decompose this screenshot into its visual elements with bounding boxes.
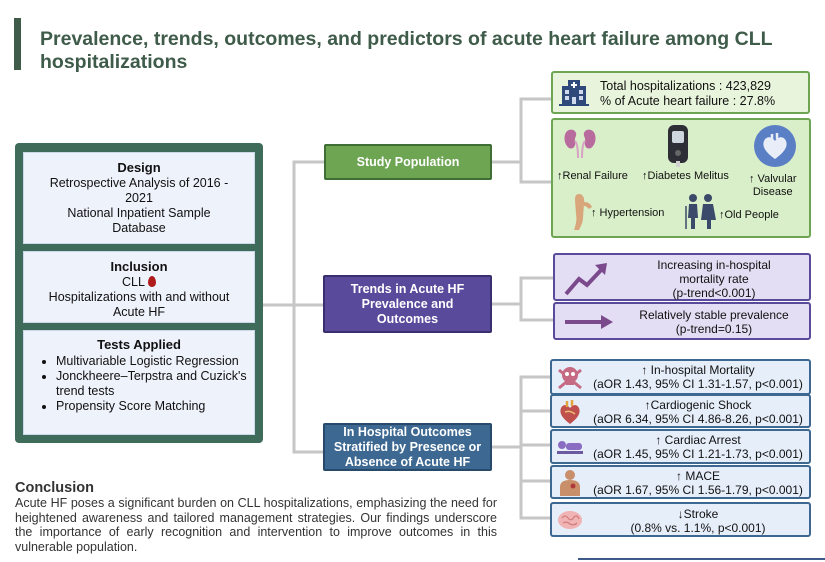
page-title: Prevalence, trends, outcomes, and predic… <box>40 28 773 73</box>
outcome-mace-text: ↑ MACE (aOR 1.67, 95% CI 1.56-1.79, p<0.… <box>586 469 810 497</box>
prevalence-trend-box: Relatively stable prevalence (p-trend=0.… <box>553 302 811 340</box>
inclusion-cll: CLL <box>122 275 145 289</box>
design-line-2: 2021 <box>125 191 153 205</box>
mortality-trend-box: Increasing in-hospital mortality rate (p… <box>553 253 811 301</box>
outcome-label: ↑ Cardiac Arrest <box>655 433 741 447</box>
outcome-stats: (aOR 6.34, 95% CI 4.86-8.26, p<0.001) <box>593 412 803 426</box>
trends-label-1: Trends in Acute HF <box>350 281 465 296</box>
outcome-mace-box: ↑ MACE (aOR 1.67, 95% CI 1.56-1.79, p<0.… <box>550 465 811 499</box>
tests-heading: Tests Applied <box>97 337 181 352</box>
outcomes-label-1: In Hospital Outcomes <box>343 424 472 439</box>
torso-icon <box>560 470 580 496</box>
inclusion-line-3: Acute HF <box>112 305 166 319</box>
stats-text: Total hospitalizations : 423,829 % of Ac… <box>600 79 775 109</box>
connector-to-outcomes <box>263 303 323 454</box>
outcome-arrest-text: ↑ Cardiac Arrest (aOR 1.45, 95% CI 1.21-… <box>586 433 810 461</box>
mortality-trend-line-1: Increasing in-hospital <box>657 258 771 272</box>
connector-outcomes-branch <box>492 375 550 520</box>
outcome-label: ↓Stroke <box>677 507 719 521</box>
test-item: Propensity Score Matching <box>56 399 254 414</box>
trends-label-2: Prevalence and <box>361 296 454 311</box>
study-population-label: Study Population <box>356 154 460 169</box>
right-arrow-icon <box>565 315 613 329</box>
inclusion-heading: Inclusion <box>110 259 168 274</box>
acute-hf-percent: % of Acute heart failure : 27.8% <box>600 94 776 108</box>
comorbidity-hypertension: ↑ Hypertension <box>591 207 665 219</box>
outcome-arrest-box: ↑ Cardiac Arrest (aOR 1.45, 95% CI 1.21-… <box>550 429 811 464</box>
outcome-stroke-box: ↓Stroke (0.8% vs. 1.1%, p<0.001) <box>550 502 811 537</box>
skull-icon <box>558 367 582 390</box>
valvular-line-2: Disease <box>752 186 793 198</box>
design-line-4: Database <box>112 221 166 235</box>
outcomes-label-2: Stratified by Presence or <box>333 439 482 454</box>
comorbidity-old-people: ↑Old People <box>719 209 779 221</box>
comorbidity-diabetes: ↑Diabetes Melitus <box>642 170 729 182</box>
inclusion-box: Inclusion CLL Hospitalizations with and … <box>23 251 255 323</box>
hospital-icon <box>559 80 589 106</box>
inclusion-line-2: Hospitalizations with and without <box>48 290 230 304</box>
outcomes-node: In Hospital Outcomes Stratified by Prese… <box>323 423 492 471</box>
comorbidity-valvular: ↑ Valvular Disease <box>749 173 796 199</box>
comorbidities-box: ↑Renal Failure ↑Diabetes Melitus ↑ Valvu… <box>551 118 811 238</box>
valvular-line-1: ↑ Valvular <box>749 173 797 185</box>
tests-box: Tests Applied Multivariable Logistic Reg… <box>23 330 255 435</box>
mortality-trend-text: Increasing in-hospital mortality rate (p… <box>621 258 807 300</box>
mortality-trend-line-3: (p-trend<0.001) <box>672 286 756 300</box>
bottom-divider <box>578 558 825 560</box>
design-line-1: Retrospective Analysis of 2016 - <box>49 176 229 190</box>
connector-trends-branch <box>492 276 553 322</box>
outcome-label: ↑ MACE <box>675 469 720 483</box>
heart-icon <box>754 125 796 167</box>
outcome-shock-box: ↑Cardiogenic Shock (aOR 6.34, 95% CI 4.8… <box>550 394 811 428</box>
hospitalization-stats-box: Total hospitalizations : 423,829 % of Ac… <box>551 71 810 114</box>
elderly-couple-icon <box>685 194 716 229</box>
connector-study-branch <box>492 97 551 184</box>
outcome-shock-text: ↑Cardiogenic Shock (aOR 6.34, 95% CI 4.8… <box>586 398 810 426</box>
prevalence-trend-line-1: Relatively stable prevalence <box>639 308 789 322</box>
outcome-stats: (aOR 1.43, 95% CI 1.31-1.57, p<0.001) <box>593 377 803 391</box>
trend-up-arrow-icon <box>564 263 607 296</box>
design-heading: Design <box>117 160 161 175</box>
arm-icon <box>574 194 592 230</box>
tests-list: Multivariable Logistic Regression Jonckh… <box>24 354 254 414</box>
trends-node: Trends in Acute HF Prevalence and Outcom… <box>323 275 492 333</box>
outcome-stats: (aOR 1.67, 95% CI 1.56-1.79, p<0.001) <box>593 483 803 497</box>
design-line-3: National Inpatient Sample <box>67 206 211 220</box>
connector-to-study <box>263 160 324 307</box>
outcome-mortality-box: ↑ In-hospital Mortality (aOR 1.43, 95% C… <box>550 359 811 395</box>
title-accent-bar <box>14 18 21 70</box>
outcome-label: ↑ In-hospital Mortality <box>641 363 755 377</box>
outcomes-label-3: Absence of Acute HF <box>344 454 471 469</box>
prevalence-trend-line-2: (p-trend=0.15) <box>675 322 753 336</box>
prevalence-trend-text: Relatively stable prevalence (p-trend=0.… <box>621 308 807 336</box>
patient-lying-icon <box>557 441 583 454</box>
glucometer-icon <box>668 125 688 167</box>
design-box: Design Retrospective Analysis of 2016 - … <box>23 152 255 244</box>
kidney-icon <box>564 129 596 159</box>
outcome-stats: (0.8% vs. 1.1%, p<0.001) <box>630 521 766 535</box>
mortality-trend-line-2: mortality rate <box>679 272 749 286</box>
blood-drop-icon <box>147 276 156 287</box>
study-population-node: Study Population <box>324 144 492 180</box>
total-hospitalizations: Total hospitalizations : 423,829 <box>600 79 771 93</box>
conclusion-heading: Conclusion <box>15 480 94 496</box>
heart-anatomy-icon <box>560 400 580 424</box>
methods-panel: Design Retrospective Analysis of 2016 - … <box>15 143 263 443</box>
outcome-label: ↑Cardiogenic Shock <box>644 398 752 412</box>
trends-label-3: Outcomes <box>376 311 439 326</box>
conclusion-text: Acute HF poses a significant burden on C… <box>15 496 497 554</box>
brain-icon <box>558 511 582 529</box>
test-item: Jonckheere–Terpstra and Cuzick's trend t… <box>56 369 254 399</box>
test-item: Multivariable Logistic Regression <box>56 354 254 369</box>
comorbidity-renal: ↑Renal Failure <box>557 170 628 182</box>
outcome-stats: (aOR 1.45, 95% CI 1.21-1.73, p<0.001) <box>593 447 803 461</box>
inclusion-cll-line: CLL <box>24 275 254 290</box>
outcome-stroke-text: ↓Stroke (0.8% vs. 1.1%, p<0.001) <box>586 507 810 535</box>
outcome-mortality-text: ↑ In-hospital Mortality (aOR 1.43, 95% C… <box>586 363 810 391</box>
